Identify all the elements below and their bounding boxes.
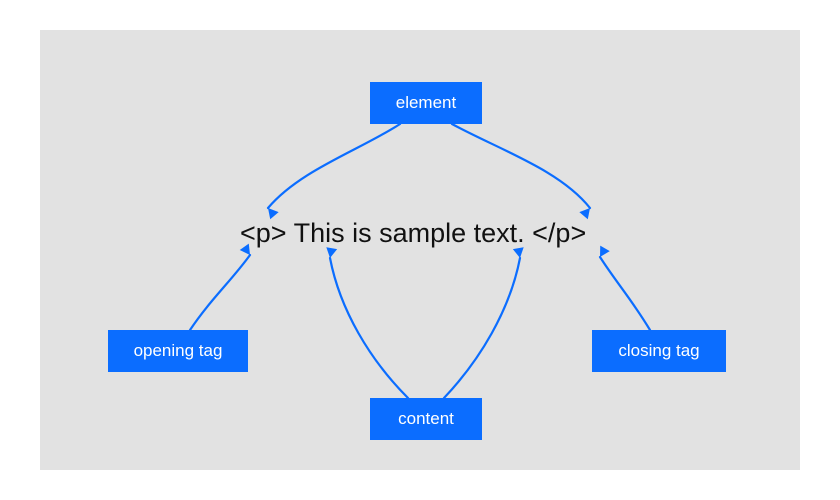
label-element: element [370, 82, 482, 124]
label-element-text: element [396, 93, 456, 113]
label-content: content [370, 398, 482, 440]
label-closing-tag-text: closing tag [618, 341, 699, 361]
code-content: This is sample text. [287, 218, 533, 248]
code-close-tag: </p> [532, 218, 586, 248]
label-opening-tag-text: opening tag [134, 341, 223, 361]
label-closing-tag: closing tag [592, 330, 726, 372]
label-content-text: content [398, 409, 454, 429]
code-sample: <p> This is sample text. </p> [240, 218, 586, 249]
code-open-tag: <p> [240, 218, 287, 248]
diagram-stage: <p> This is sample text. </p> element op… [0, 0, 840, 500]
label-opening-tag: opening tag [108, 330, 248, 372]
